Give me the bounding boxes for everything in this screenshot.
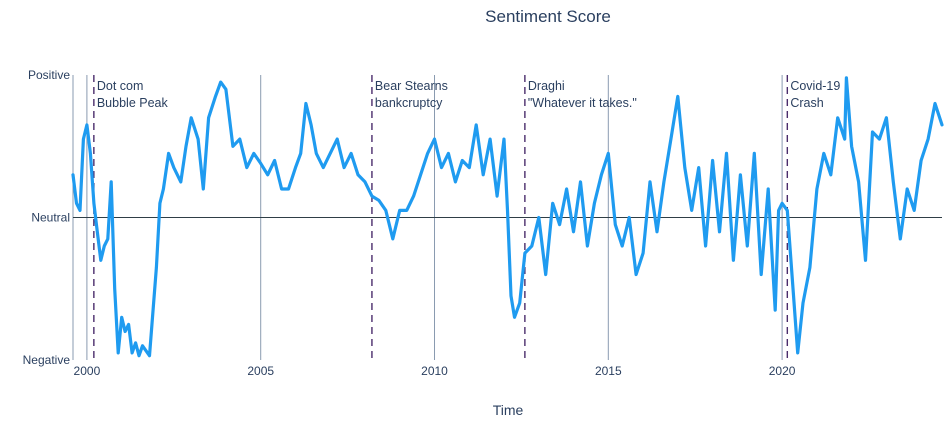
x-tick-label: 2020	[769, 364, 796, 378]
y-tick-label: Positive	[28, 68, 70, 82]
x-axis-title: Time	[493, 402, 524, 418]
chart-title: Sentiment Score	[485, 7, 611, 26]
axis-ticks: 2000 2005 2010 2015 2020 Positive Neutral Negat…	[23, 68, 796, 378]
event-annotation: bankcruptcy	[375, 96, 443, 110]
event-markers: Dot com Bubble Peak Bear Stearns bankcruptc…	[93, 75, 840, 360]
event-annotation: Draghi	[528, 79, 565, 93]
y-tick-label: Neutral	[31, 211, 70, 225]
event-annotation: Bubble Peak	[97, 96, 169, 110]
event-annotation: "Whatever it takes."	[528, 96, 637, 110]
x-tick-label: 2015	[595, 364, 622, 378]
event-annotation: Bear Stearns	[375, 79, 448, 93]
x-tick-label: 2005	[247, 364, 274, 378]
y-tick-label: Negative	[23, 353, 71, 367]
event-annotation: Dot com	[97, 79, 144, 93]
event-annotation: Covid-19	[790, 79, 840, 93]
sentiment-series-line	[71, 76, 944, 358]
x-tick-label: 2010	[421, 364, 448, 378]
x-tick-label: 2000	[74, 364, 101, 378]
series-layer	[71, 76, 944, 358]
event-annotation: Crash	[790, 96, 823, 110]
